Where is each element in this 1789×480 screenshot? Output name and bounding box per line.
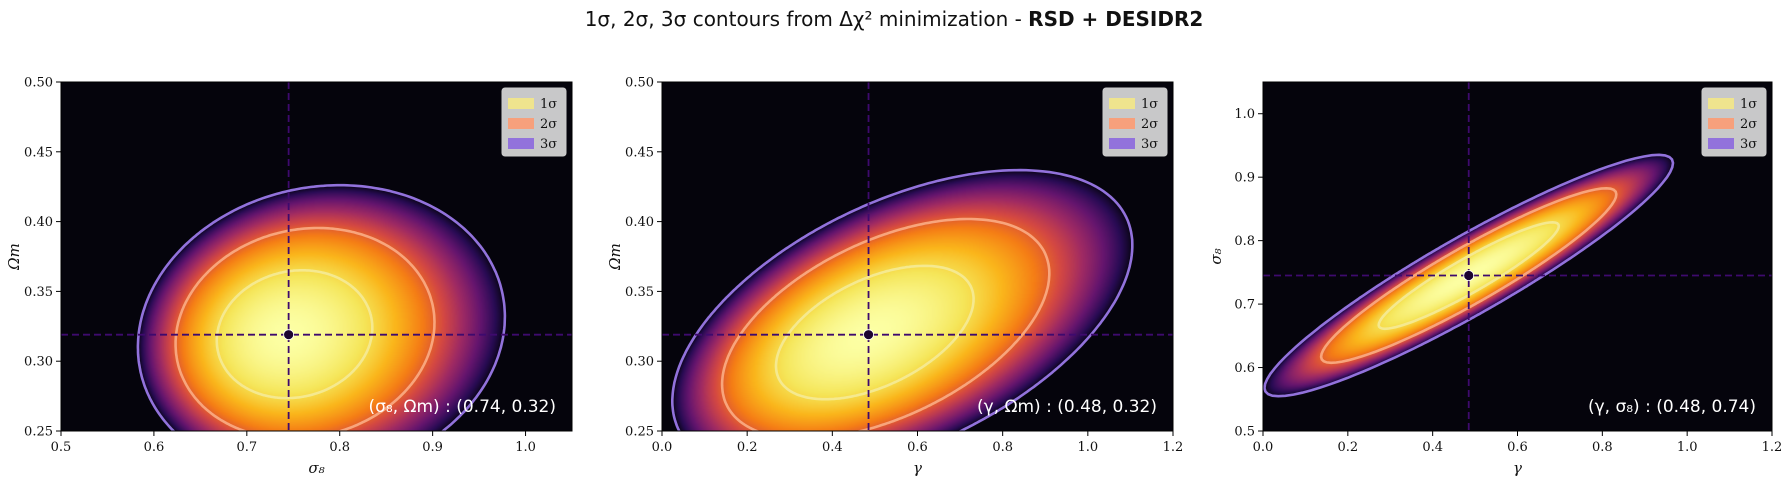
y-tick-label: 0.45 (24, 145, 53, 160)
x-tick-label: 0.8 (992, 440, 1013, 455)
legend-swatch-3sigma (1109, 138, 1135, 149)
bestfit-marker (863, 329, 874, 341)
x-tick-label: 1.0 (515, 440, 536, 455)
x-tick-label: 0.9 (422, 440, 443, 455)
y-tick-label: 0.50 (24, 76, 53, 91)
y-tick-label: 1.0 (1234, 107, 1255, 122)
y-tick-label: 0.6 (1234, 361, 1255, 376)
contour-2sigma (1319, 186, 1618, 365)
y-tick-label: 0.9 (1234, 171, 1255, 186)
legend: 1σ 2σ 3σ (1102, 87, 1168, 157)
legend-swatch-2sigma (508, 118, 534, 129)
y-axis-label: σ₈ (1207, 248, 1225, 264)
bestfit-annotation: (γ, σ₈) : (0.48, 0.74) (1588, 397, 1756, 417)
legend: 1σ 2σ 3σ (501, 87, 567, 157)
y-tick-label: 0.7 (1234, 298, 1255, 313)
y-tick-label: 0.30 (625, 355, 654, 370)
x-axis-label: σ₈ (308, 459, 324, 477)
panel-3: 0.0 0.2 0.4 0.6 0.8 1.0 1.2 0.5 0.6 0.7 0.8 0.9 1.0 γ… (1207, 81, 1783, 477)
y-tick-label: 0.30 (24, 355, 53, 370)
panel-1: 0.5 0.6 0.7 0.8 0.9 1.0 0.25 0.30 0.35 0.40 0.45 0.… (5, 76, 573, 477)
bestfit-marker (283, 329, 295, 341)
legend-label-3sigma: 3σ (1740, 137, 1757, 152)
plot-frame (60, 81, 573, 432)
legend-swatch-2sigma (1708, 118, 1734, 129)
likelihood-heatmap (1263, 82, 1772, 431)
x-tick-label: 0.6 (907, 440, 928, 455)
x-tick-label: 0.7 (236, 440, 257, 455)
legend-label-2sigma: 2σ (1740, 117, 1757, 132)
legend-swatch-2sigma (1109, 118, 1135, 129)
x-tick-label: 0.0 (1253, 440, 1274, 455)
x-tick-label: 0.8 (1592, 440, 1613, 455)
panels-group: 0.5 0.6 0.7 0.8 0.9 1.00.250.300.350.400.450.… (5, 76, 1783, 478)
x-tick-label: 0.6 (144, 440, 165, 455)
legend: 1σ 2σ 3σ (1701, 87, 1767, 157)
plot-area (1263, 82, 1772, 431)
y-tick-label: 0.40 (625, 215, 654, 230)
x-tick-label: 0.4 (1422, 440, 1443, 455)
figure-title-main: 1σ, 2σ, 3σ contours from Δχ² minimizatio… (585, 7, 1028, 31)
y-axis-label: Ωm (606, 243, 624, 271)
y-tick-label: 0.25 (625, 425, 654, 440)
legend-label-1sigma: 1σ (1141, 97, 1158, 112)
legend-label-2sigma: 2σ (1141, 117, 1158, 132)
legend-label-1sigma: 1σ (540, 97, 557, 112)
legend-label-3sigma: 3σ (540, 137, 557, 152)
legend-swatch-1sigma (1109, 98, 1135, 109)
x-tick-label: 0.4 (822, 440, 843, 455)
legend-label-3sigma: 3σ (1141, 137, 1158, 152)
x-tick-label: 0.8 (329, 440, 350, 455)
legend-swatch-3sigma (508, 138, 534, 149)
legend-label-1sigma: 1σ (1740, 97, 1757, 112)
y-tick-label: 0.45 (625, 145, 654, 160)
y-tick-label: 0.50 (625, 76, 654, 91)
figure-title-bold: RSD + DESIDR2 (1028, 7, 1203, 31)
x-axis-label: γ (1513, 459, 1522, 477)
bestfit-annotation: (σ₈, Ωm) : (0.74, 0.32) (368, 397, 556, 417)
legend-swatch-1sigma (1708, 98, 1734, 109)
y-tick-label: 0.35 (24, 285, 53, 300)
bestfit-annotation: (γ, Ωm) : (0.48, 0.32) (977, 397, 1157, 417)
panel-2: 0.0 0.2 0.4 0.6 0.8 1.0 1.2 0.25 0.30 0.35 0.40 0.4… (606, 76, 1183, 478)
contour-3sigma (1263, 153, 1675, 398)
y-tick-label: 0.5 (1234, 425, 1255, 440)
x-tick-label: 0.5 (51, 440, 72, 455)
legend-swatch-1sigma (508, 98, 534, 109)
plot-area (61, 82, 572, 431)
y-tick-label: 0.25 (24, 425, 53, 440)
y-tick-label: 0.8 (1234, 234, 1255, 249)
x-tick-label: 1.0 (1077, 440, 1098, 455)
x-tick-label: 1.0 (1677, 440, 1698, 455)
legend-swatch-3sigma (1708, 138, 1734, 149)
y-axis-label: Ωm (5, 243, 23, 271)
likelihood-heatmap (662, 82, 1173, 431)
figure-title: 1σ, 2σ, 3σ contours from Δχ² minimizatio… (585, 7, 1204, 31)
x-tick-label: 1.2 (1762, 440, 1783, 455)
bestfit-marker (1463, 270, 1475, 281)
y-tick-label: 0.40 (24, 215, 53, 230)
y-tick-label: 0.35 (625, 285, 654, 300)
plot-area (662, 82, 1173, 431)
x-tick-label: 0.2 (1337, 440, 1358, 455)
likelihood-heatmap (61, 82, 572, 431)
contour-1sigma (1377, 220, 1561, 331)
x-tick-label: 0.2 (737, 440, 758, 455)
x-axis-label: γ (913, 459, 922, 477)
x-tick-label: 0.0 (652, 440, 673, 455)
x-tick-label: 1.2 (1163, 440, 1184, 455)
x-tick-label: 0.6 (1507, 440, 1528, 455)
legend-label-2sigma: 2σ (540, 117, 557, 132)
